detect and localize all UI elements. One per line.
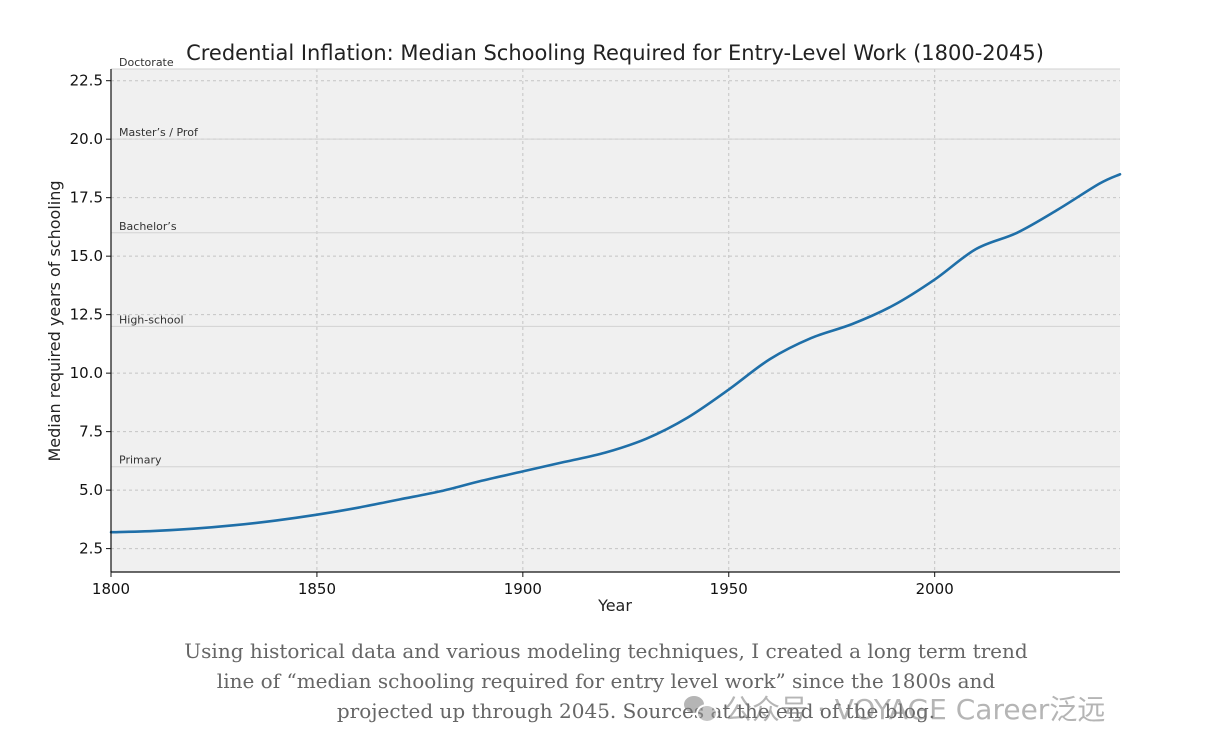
caption-line-2: line of “median schooling required for e… — [216, 669, 996, 693]
chart-title: Credential Inflation: Median Schooling R… — [186, 41, 1044, 65]
reference-label: Doctorate — [119, 56, 174, 69]
reference-label: Master’s / Prof — [119, 126, 199, 139]
series-path — [109, 172, 1122, 534]
x-axis-label: Year — [597, 596, 632, 615]
y-tick-label: 22.5 — [70, 72, 103, 90]
reference-label: Primary — [119, 454, 162, 467]
watermark: 公众号 · VOYAGE Career泛远 — [684, 688, 1105, 728]
grid — [110, 69, 1120, 572]
chart: Credential Inflation: Median Schooling R… — [45, 41, 1122, 615]
y-axis-label: Median required years of schooling — [45, 180, 64, 461]
y-tick-label: 12.5 — [70, 306, 103, 324]
x-tick-label: 1950 — [710, 580, 748, 598]
y-tick-label: 7.5 — [79, 423, 103, 441]
x-tick-label: 2000 — [916, 580, 954, 598]
x-tick-label: 1850 — [298, 580, 336, 598]
caption-line-1: Using historical data and various modeli… — [184, 639, 1028, 663]
wechat-logo-icon — [684, 694, 718, 723]
watermark-text: 公众号 · VOYAGE Career泛远 — [724, 693, 1106, 726]
y-tick-label: 5.0 — [79, 481, 103, 499]
y-tick-label: 2.5 — [79, 540, 103, 558]
y-tick-label: 17.5 — [70, 189, 103, 207]
reference-label: Bachelor’s — [119, 220, 177, 233]
series-line — [109, 172, 1122, 534]
reference-levels: Primary High-school Bachelor’s Master’s / P… — [111, 56, 1120, 468]
plot-area — [111, 69, 1120, 572]
y-tick-label: 10.0 — [70, 364, 103, 382]
x-tick-label: 1800 — [92, 580, 130, 598]
caption-line-3: projected up through 2045. Sources at th… — [336, 699, 936, 723]
x-tick-label: 1900 — [504, 580, 542, 598]
reference-label: High-school — [119, 313, 184, 326]
axes: 1800 1850 1900 1950 2000 2.5 5.0 7.5 10.0 12.5 15.… — [70, 69, 1120, 598]
y-tick-label: 15.0 — [70, 247, 103, 265]
caption: Using historical data and various modeli… — [0, 636, 1212, 726]
y-tick-label: 20.0 — [70, 130, 103, 148]
